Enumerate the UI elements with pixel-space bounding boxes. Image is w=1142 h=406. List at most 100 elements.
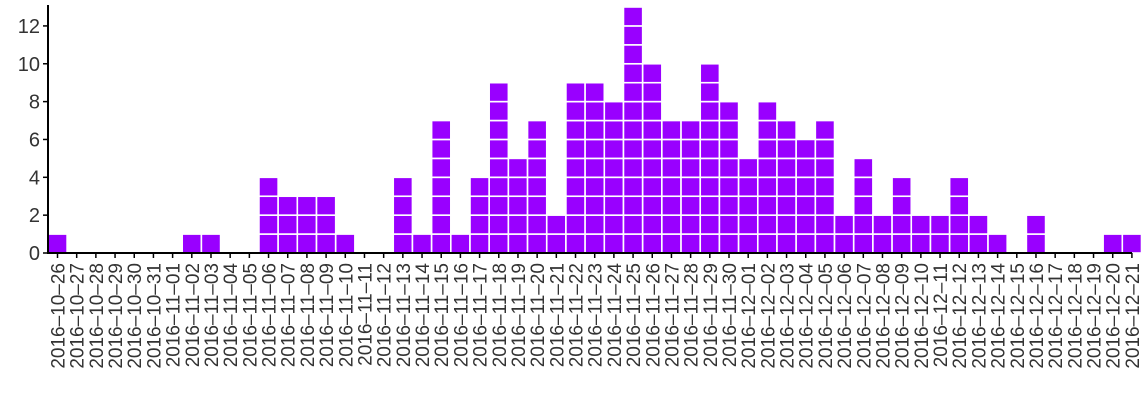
bar bbox=[622, 6, 644, 254]
x-tick-label: 2016–11–04 bbox=[221, 263, 242, 368]
bar-unit bbox=[891, 233, 913, 254]
bar-unit bbox=[603, 233, 625, 254]
bar-unit bbox=[641, 214, 663, 235]
bar-unit bbox=[641, 119, 663, 141]
bar-unit bbox=[641, 81, 663, 103]
bar-unit bbox=[565, 138, 586, 160]
bar-unit bbox=[1121, 233, 1142, 254]
bar-unit bbox=[603, 157, 625, 179]
bar-unit bbox=[833, 233, 855, 254]
x-tick-label: 2016–12–09 bbox=[893, 263, 914, 369]
x-tick-label: 2016–11–25 bbox=[624, 263, 645, 367]
bar-unit bbox=[488, 195, 510, 216]
bar bbox=[411, 233, 433, 254]
x-tick-label: 2016–11–10 bbox=[336, 263, 357, 367]
bar-unit bbox=[565, 214, 586, 235]
bar bbox=[584, 81, 606, 254]
bar-unit bbox=[200, 233, 222, 254]
bar-unit bbox=[507, 157, 529, 179]
bar-unit bbox=[718, 119, 740, 141]
bar-unit bbox=[641, 233, 663, 254]
bar-unit bbox=[756, 195, 778, 216]
bar-unit bbox=[795, 233, 817, 254]
bar-unit bbox=[622, 176, 644, 198]
bar-unit bbox=[737, 214, 759, 235]
bar-unit bbox=[641, 100, 663, 122]
bar-unit bbox=[430, 195, 452, 216]
bar-unit bbox=[987, 233, 1009, 254]
bar-unit bbox=[488, 176, 510, 198]
bar-unit bbox=[680, 138, 702, 160]
bar-unit bbox=[622, 138, 644, 160]
x-tick-label: 2016–11–28 bbox=[682, 263, 703, 367]
bar-unit bbox=[910, 214, 932, 235]
bar-unit bbox=[872, 233, 893, 254]
bar-unit bbox=[392, 233, 414, 254]
bar-unit bbox=[430, 176, 452, 198]
bar-unit bbox=[315, 233, 337, 254]
bar-unit bbox=[641, 157, 663, 179]
x-tick-label: 2016–12–08 bbox=[873, 263, 894, 369]
bar-unit bbox=[737, 176, 759, 198]
bar-unit bbox=[584, 233, 606, 254]
y-tick-label: 10 bbox=[18, 54, 40, 76]
bar-unit bbox=[776, 195, 797, 216]
bar-unit bbox=[47, 233, 68, 254]
x-tick-label: 2016–11–13 bbox=[394, 263, 415, 367]
bar-unit bbox=[641, 176, 663, 198]
bar-unit bbox=[296, 214, 318, 235]
x-tick-label: 2016–10–26 bbox=[49, 263, 70, 369]
bar-unit bbox=[699, 157, 721, 179]
bar-unit bbox=[469, 214, 490, 235]
bar-unit bbox=[526, 233, 548, 254]
bar-unit bbox=[507, 176, 529, 198]
bar-unit bbox=[584, 100, 606, 122]
y-tick-label: 6 bbox=[29, 129, 40, 151]
bar-unit bbox=[526, 138, 548, 160]
x-tick-label: 2016–12–20 bbox=[1104, 263, 1125, 369]
x-tick-label: 2016–11–11 bbox=[355, 263, 376, 366]
bar-unit bbox=[776, 214, 797, 235]
x-tick-label: 2016–11–23 bbox=[586, 263, 607, 367]
bar bbox=[680, 119, 702, 254]
bar-unit bbox=[680, 119, 702, 141]
bar-unit bbox=[814, 157, 836, 179]
bar-unit bbox=[565, 81, 586, 103]
bar bbox=[795, 138, 817, 254]
bar bbox=[181, 233, 203, 254]
bar-unit bbox=[737, 195, 759, 216]
bar-group bbox=[47, 6, 1142, 254]
x-tick-label: 2016–12–19 bbox=[1085, 263, 1106, 369]
x-tick-label: 2016–12–12 bbox=[950, 263, 971, 369]
bar-unit bbox=[622, 81, 644, 103]
bar-unit bbox=[661, 233, 682, 254]
y-tick-label: 8 bbox=[29, 92, 40, 114]
bar-unit bbox=[776, 176, 797, 198]
bar-unit bbox=[622, 157, 644, 179]
bar-unit bbox=[181, 233, 203, 254]
bar-unit bbox=[737, 157, 759, 179]
bar-unit bbox=[603, 100, 625, 122]
bar-unit bbox=[603, 119, 625, 141]
x-tick-label: 2016–12–07 bbox=[854, 263, 875, 369]
bar bbox=[334, 233, 356, 254]
bar-unit bbox=[699, 62, 721, 84]
bar-unit bbox=[392, 214, 414, 235]
bar-unit bbox=[776, 233, 797, 254]
x-tick-label: 2016–10–30 bbox=[125, 263, 146, 369]
bar-unit bbox=[526, 214, 548, 235]
bar bbox=[430, 119, 452, 254]
bar-unit bbox=[565, 100, 586, 122]
x-tick-label: 2016–11–29 bbox=[701, 263, 722, 367]
bar-unit bbox=[795, 138, 817, 160]
bar-unit bbox=[795, 214, 817, 235]
bar-unit bbox=[584, 119, 606, 141]
x-tick-label: 2016–12–11 bbox=[931, 263, 952, 367]
bar-unit bbox=[814, 176, 836, 198]
y-axis-ticks: 0 2 4 6 8 10 12 bbox=[18, 16, 48, 265]
bar bbox=[718, 100, 740, 254]
bar-unit bbox=[488, 119, 510, 141]
bar-unit bbox=[699, 119, 721, 141]
bar-unit bbox=[392, 176, 414, 198]
bar bbox=[450, 233, 471, 254]
